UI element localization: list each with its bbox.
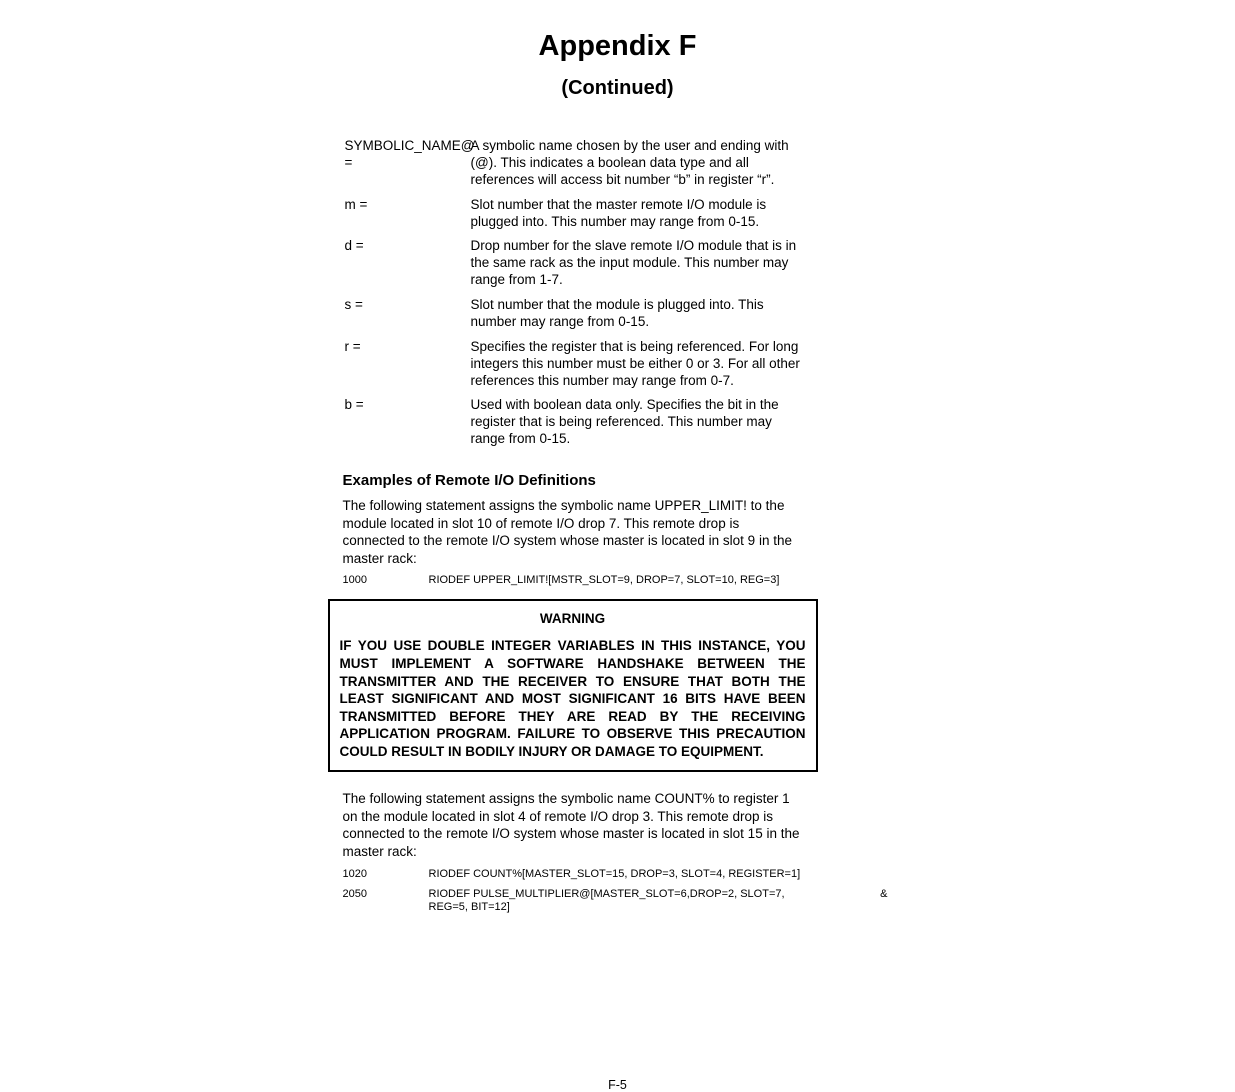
- page-subtitle: (Continued): [328, 77, 908, 100]
- code-line: 1020 RIODEF COUNT%[MASTER_SLOT=15, DROP=…: [343, 867, 908, 881]
- code-text: RIODEF COUNT%[MASTER_SLOT=15, DROP=3, SL…: [429, 867, 908, 881]
- def-desc: A symbolic name chosen by the user and e…: [471, 138, 801, 189]
- code-text: RIODEF PULSE_MULTIPLIER@[MASTER_SLOT=6,D…: [429, 887, 881, 901]
- section-heading: Examples of Remote I/O Definitions: [343, 472, 908, 489]
- code-line: 1000 RIODEF UPPER_LIMIT![MSTR_SLOT=9, DR…: [343, 573, 908, 587]
- def-term: r =: [343, 339, 471, 390]
- paragraph: The following statement assigns the symb…: [343, 790, 803, 860]
- def-row: m = Slot number that the master remote I…: [343, 197, 908, 231]
- page-title: Appendix F: [328, 30, 908, 63]
- def-term: d =: [343, 238, 471, 289]
- code-text: RIODEF UPPER_LIMIT![MSTR_SLOT=9, DROP=7,…: [429, 573, 908, 587]
- def-term: SYMBOLIC_NAME@ =: [343, 138, 471, 189]
- def-desc: Used with boolean data only. Specifies t…: [471, 397, 801, 448]
- warning-body: IF YOU USE DOUBLE INTEGER VARIABLES IN T…: [330, 637, 816, 770]
- def-desc: Drop number for the slave remote I/O mod…: [471, 238, 801, 289]
- definition-table: SYMBOLIC_NAME@ = A symbolic name chosen …: [343, 138, 908, 448]
- def-row: b = Used with boolean data only. Specifi…: [343, 397, 908, 448]
- paragraph: The following statement assigns the symb…: [343, 497, 803, 567]
- content-area: SYMBOLIC_NAME@ = A symbolic name chosen …: [343, 138, 908, 913]
- code-lineno: 2050: [343, 887, 429, 901]
- def-term: b =: [343, 397, 471, 448]
- code-continuation: &: [880, 887, 907, 901]
- page-number: F-5: [328, 1078, 908, 1092]
- code-lineno: 1020: [343, 867, 429, 881]
- code-lineno: 1000: [343, 573, 429, 587]
- def-row: d = Drop number for the slave remote I/O…: [343, 238, 908, 289]
- def-term: s =: [343, 297, 471, 331]
- def-row: SYMBOLIC_NAME@ = A symbolic name chosen …: [343, 138, 908, 189]
- def-desc: Specifies the register that is being ref…: [471, 339, 801, 390]
- code-line: 2050 RIODEF PULSE_MULTIPLIER@[MASTER_SLO…: [343, 887, 908, 901]
- def-desc: Slot number that the master remote I/O m…: [471, 197, 801, 231]
- warning-box: WARNING IF YOU USE DOUBLE INTEGER VARIAB…: [328, 599, 818, 772]
- def-row: s = Slot number that the module is plugg…: [343, 297, 908, 331]
- def-desc: Slot number that the module is plugged i…: [471, 297, 801, 331]
- def-term: m =: [343, 197, 471, 231]
- warning-title: WARNING: [330, 601, 816, 637]
- def-row: r = Specifies the register that is being…: [343, 339, 908, 390]
- code-text: REG=5, BIT=12]: [429, 901, 908, 913]
